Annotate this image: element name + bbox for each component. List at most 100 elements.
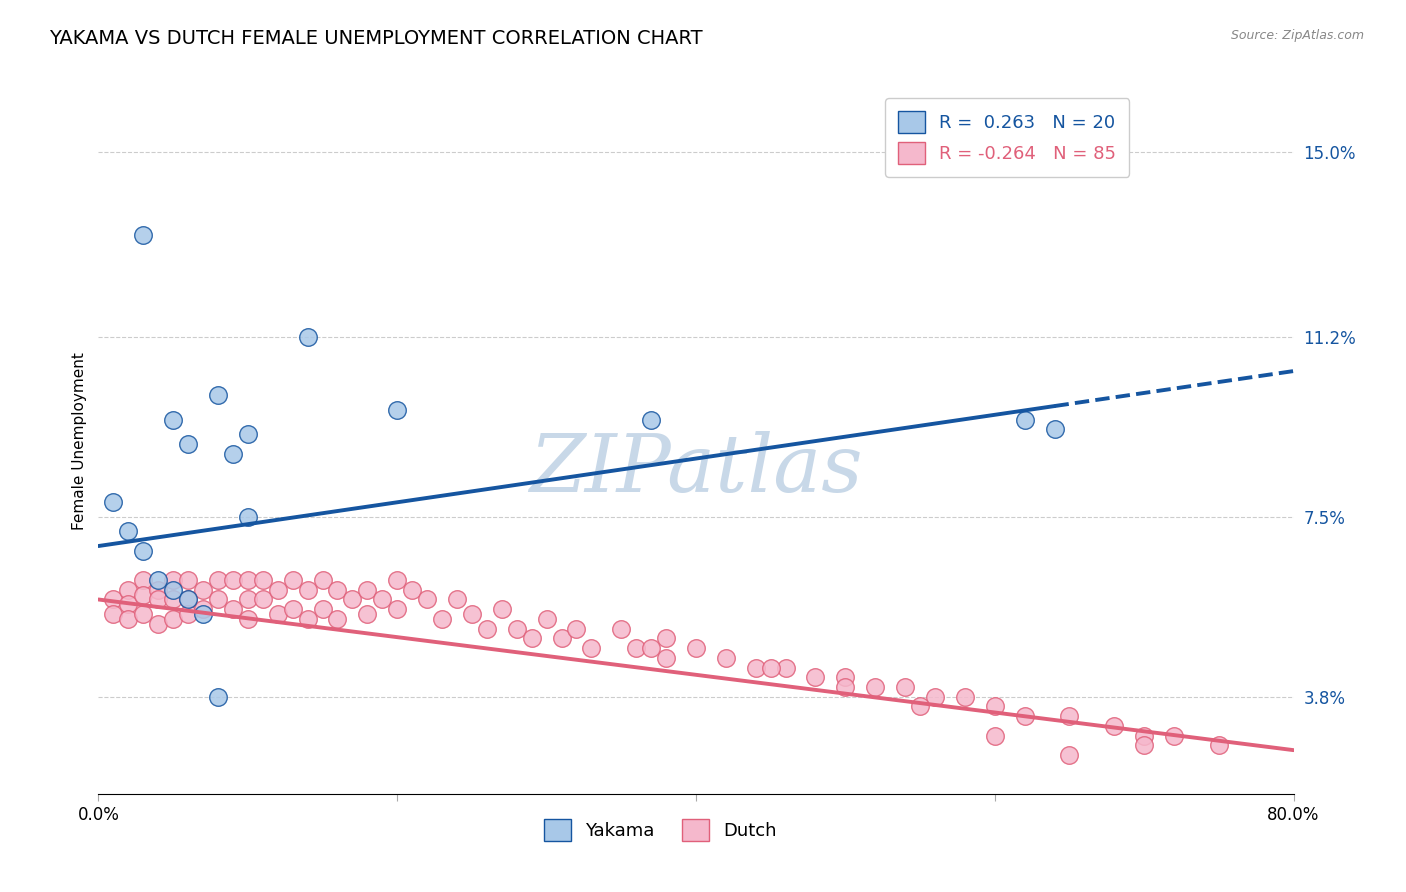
Point <box>1104 719 1126 733</box>
Point <box>953 690 976 704</box>
Point <box>177 573 200 587</box>
Point <box>1208 739 1230 753</box>
Point <box>162 412 184 426</box>
Point <box>311 602 333 616</box>
Point <box>356 607 378 621</box>
Point <box>207 388 229 402</box>
Point <box>461 607 484 621</box>
Point <box>385 602 409 616</box>
Text: YAKAMA VS DUTCH FEMALE UNEMPLOYMENT CORRELATION CHART: YAKAMA VS DUTCH FEMALE UNEMPLOYMENT CORR… <box>49 29 703 47</box>
Point <box>1133 739 1156 753</box>
Point <box>297 330 319 344</box>
Point <box>222 447 245 461</box>
Point <box>191 607 214 621</box>
Point <box>162 592 184 607</box>
Point <box>894 680 917 694</box>
Point <box>311 573 333 587</box>
Point <box>1133 729 1156 743</box>
Point <box>117 612 139 626</box>
Point <box>475 622 498 636</box>
Point <box>132 588 155 602</box>
Point <box>281 602 304 616</box>
Point <box>1059 747 1081 762</box>
Point <box>191 602 214 616</box>
Point <box>371 592 394 607</box>
Point <box>132 573 155 587</box>
Point <box>342 592 364 607</box>
Point <box>148 582 170 597</box>
Point <box>416 592 439 607</box>
Point <box>236 612 259 626</box>
Point <box>177 437 200 451</box>
Point <box>385 403 409 417</box>
Point <box>446 592 468 607</box>
Point <box>297 582 319 597</box>
Point <box>1014 709 1036 723</box>
Point <box>132 607 155 621</box>
Point <box>520 632 543 646</box>
Point <box>207 573 229 587</box>
Point <box>714 650 737 665</box>
Point <box>222 573 245 587</box>
Point <box>162 582 184 597</box>
Point <box>148 592 170 607</box>
Point <box>162 573 184 587</box>
Point <box>103 592 125 607</box>
Point <box>297 612 319 626</box>
Point <box>581 641 603 656</box>
Point <box>685 641 707 656</box>
Point <box>117 524 139 539</box>
Point <box>626 641 648 656</box>
Point <box>236 592 259 607</box>
Point <box>117 582 139 597</box>
Point <box>775 660 797 674</box>
Point <box>1163 729 1185 743</box>
Point <box>610 622 633 636</box>
Point <box>491 602 513 616</box>
Point <box>1043 422 1066 436</box>
Point <box>655 632 678 646</box>
Point <box>236 427 259 442</box>
Point <box>191 582 214 597</box>
Point <box>132 227 155 242</box>
Point <box>207 592 229 607</box>
Point <box>267 582 290 597</box>
Point <box>236 573 259 587</box>
Point <box>103 607 125 621</box>
Point <box>834 680 856 694</box>
Point <box>745 660 768 674</box>
Point <box>117 598 139 612</box>
Point <box>984 729 1007 743</box>
Point <box>326 582 349 597</box>
Point <box>252 592 274 607</box>
Point <box>177 592 200 607</box>
Point <box>984 699 1007 714</box>
Point <box>430 612 453 626</box>
Point <box>401 582 423 597</box>
Point <box>356 582 378 597</box>
Point <box>565 622 588 636</box>
Point <box>1059 709 1081 723</box>
Point <box>804 670 827 684</box>
Point <box>207 690 229 704</box>
Point <box>326 612 349 626</box>
Point <box>640 412 662 426</box>
Text: Source: ZipAtlas.com: Source: ZipAtlas.com <box>1230 29 1364 42</box>
Text: ZIPatlas: ZIPatlas <box>529 431 863 508</box>
Point <box>148 616 170 631</box>
Point <box>177 607 200 621</box>
Point <box>924 690 946 704</box>
Point <box>550 632 572 646</box>
Point <box>103 495 125 509</box>
Point <box>162 612 184 626</box>
Point <box>536 612 558 626</box>
Point <box>908 699 931 714</box>
Point <box>252 573 274 587</box>
Point <box>834 670 856 684</box>
Legend: Yakama, Dutch: Yakama, Dutch <box>536 812 785 848</box>
Point <box>222 602 245 616</box>
Point <box>385 573 409 587</box>
Point <box>640 641 662 656</box>
Point <box>267 607 290 621</box>
Point <box>759 660 782 674</box>
